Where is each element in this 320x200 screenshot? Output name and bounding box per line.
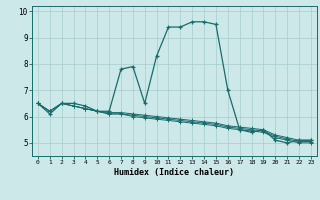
X-axis label: Humidex (Indice chaleur): Humidex (Indice chaleur): [115, 168, 234, 177]
